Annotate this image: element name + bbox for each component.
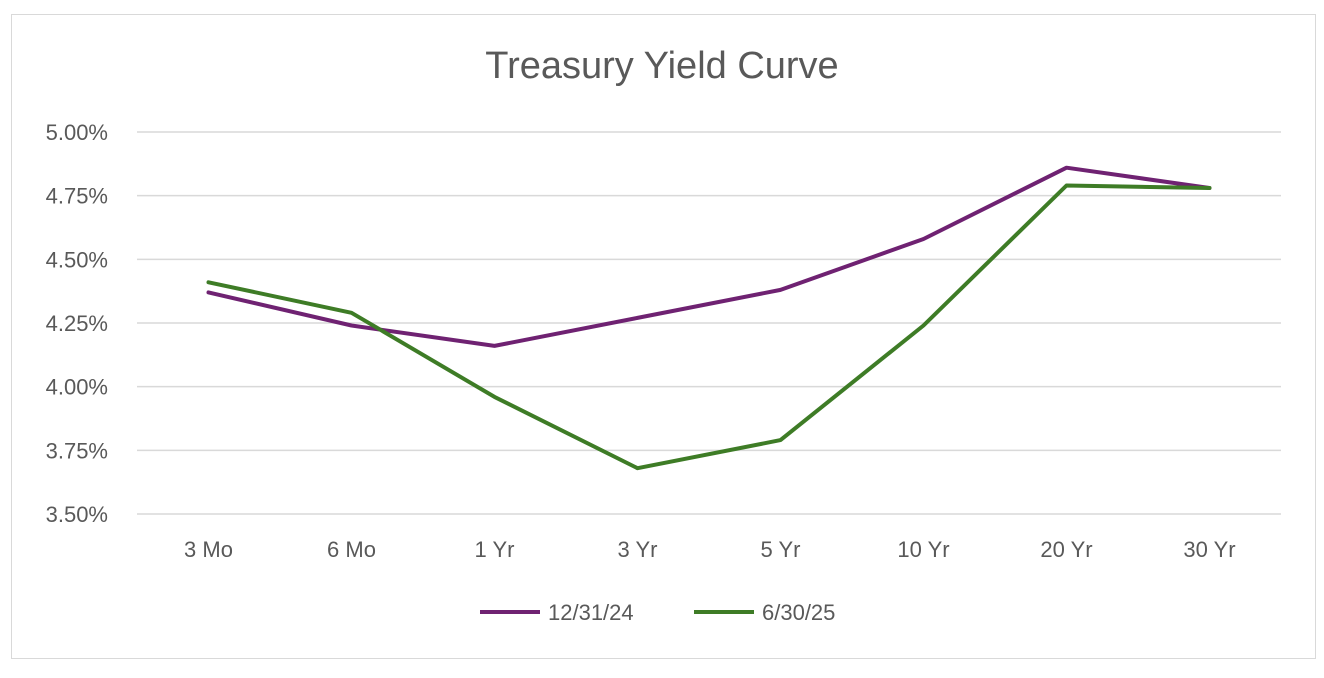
series-lines: [206, 165, 1212, 471]
y-tick-label: 4.50%: [46, 247, 108, 272]
y-axis-ticks: 3.50% 3.75% 4.00% 4.25% 4.50% 4.75% 5.00%: [46, 120, 108, 527]
y-tick-label: 5.00%: [46, 120, 108, 145]
x-tick-label: 20 Yr: [1040, 537, 1092, 562]
chart-title: Treasury Yield Curve: [485, 45, 838, 87]
legend: 12/31/24 6/30/25: [480, 600, 835, 625]
series-line-1: [206, 183, 1212, 471]
x-tick-label: 30 Yr: [1183, 537, 1235, 562]
y-tick-label: 4.25%: [46, 311, 108, 336]
legend-label: 6/30/25: [762, 600, 835, 625]
y-tick-label: 4.00%: [46, 375, 108, 400]
x-tick-label: 3 Mo: [184, 537, 233, 562]
x-tick-label: 3 Yr: [618, 537, 658, 562]
y-tick-label: 4.75%: [46, 184, 108, 209]
x-tick-label: 1 Yr: [475, 537, 515, 562]
x-tick-label: 5 Yr: [761, 537, 801, 562]
gridlines: [137, 131, 1281, 515]
legend-label: 12/31/24: [548, 600, 634, 625]
x-tick-label: 10 Yr: [897, 537, 949, 562]
x-axis-ticks: 3 Mo 6 Mo 1 Yr 3 Yr 5 Yr 10 Yr 20 Yr 30 Yr: [184, 537, 1236, 562]
y-tick-label: 3.50%: [46, 502, 108, 527]
y-tick-label: 3.75%: [46, 438, 108, 463]
x-tick-label: 6 Mo: [327, 537, 376, 562]
chart-frame: [11, 14, 1316, 659]
